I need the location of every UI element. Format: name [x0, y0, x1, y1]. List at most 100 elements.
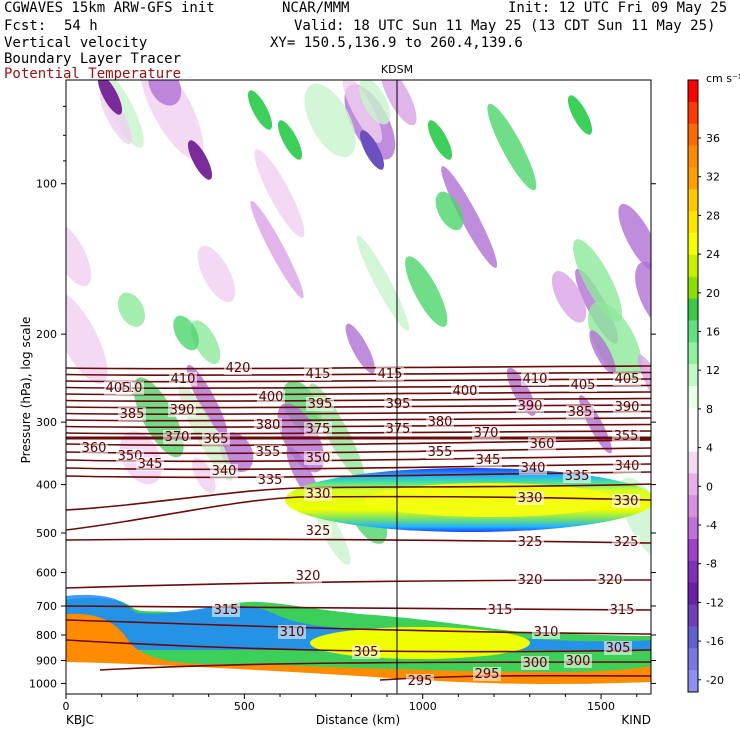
velocity-cell: [356, 235, 410, 331]
theta-label: 385: [120, 407, 145, 422]
colorbar-swatch: [688, 560, 698, 584]
theta-contour: [66, 579, 651, 589]
colorbar-swatch: [688, 539, 698, 562]
colorbar-label: 8: [706, 403, 713, 416]
theta-label-bg: [521, 656, 549, 670]
velocity-core: [567, 95, 593, 135]
theta-label-bg: [563, 469, 591, 483]
theta-label: 395: [308, 397, 333, 412]
theta-label-bg: [168, 403, 196, 417]
theta-label-bg: [569, 378, 597, 392]
velocity-core: [247, 90, 273, 130]
velocity-cell: [250, 200, 304, 299]
colorbar-swatch: [688, 626, 698, 649]
theta-label-bg: [613, 459, 641, 473]
theta-label: 390: [518, 399, 543, 414]
model-title: CGWAVES 15km ARW-GFS init: [4, 0, 215, 16]
theta-label: 415: [306, 367, 331, 382]
velocity-cell: [635, 261, 651, 338]
plot-frame: [65, 79, 652, 695]
velocity-cell: [117, 292, 145, 327]
colorbar-swatch: [688, 189, 698, 212]
theta-label-bg: [210, 464, 238, 478]
theta-label-bg: [104, 381, 132, 395]
velocity-cell: [66, 291, 108, 384]
colorbar-swatch: [688, 342, 698, 365]
colorbar-swatch: [688, 364, 698, 387]
colorbar-swatch: [688, 517, 698, 540]
theta-label-bg: [612, 494, 640, 508]
theta-label: 390: [170, 403, 195, 418]
velocity-cell: [587, 301, 642, 381]
forecast-hour: 54 h: [64, 18, 98, 34]
theta-label-bg: [564, 654, 592, 668]
colorbar-label: 20: [706, 287, 720, 300]
theta-contour: [66, 447, 651, 455]
velocity-cell: [380, 80, 417, 126]
theta-label: 420: [226, 361, 251, 376]
theta-label: 415: [378, 367, 403, 382]
theta-label-bg: [169, 372, 197, 386]
theta-label: 300: [566, 654, 591, 669]
theta-label: 410: [523, 372, 548, 387]
theta-label-bg: [257, 390, 285, 404]
colorbar-swatch: [688, 167, 698, 190]
colorbar-label: 0: [706, 480, 713, 493]
velocity-cell: [192, 457, 216, 494]
theta-label-bg: [212, 603, 240, 617]
theta-label-bg: [426, 445, 454, 459]
y-axis-title: Pressure (hPa), log scale: [19, 317, 33, 464]
theta-label-bg: [474, 453, 502, 467]
forecast-label: Fcst:: [4, 18, 47, 34]
colorbar-swatch: [688, 648, 698, 671]
velocity-cell: [342, 80, 383, 143]
x-tick-label: 1500: [587, 700, 615, 713]
theta-label: 355: [428, 445, 453, 460]
colorbar-unit: cm s⁻¹: [706, 72, 740, 85]
cross-section-endpoints: XY= 150.5,136.9 to 260.4,139.6: [270, 35, 523, 51]
velocity-cell: [254, 149, 305, 238]
theta-label: 365: [204, 432, 229, 447]
field-potential-temperature: Potential Temperature: [4, 66, 182, 82]
theta-label-bg: [256, 473, 284, 487]
theta-label: 345: [476, 453, 501, 468]
theta-contour: [99, 661, 651, 671]
theta-label-bg: [473, 667, 501, 681]
velocity-cell: [66, 221, 92, 287]
colorbar-swatch: [688, 145, 698, 168]
theta-label: 325: [518, 535, 543, 550]
theta-label: 305: [606, 641, 631, 656]
theta-label-bg: [306, 397, 334, 411]
theta-label-bg: [384, 397, 412, 411]
colorbar-swatch: [688, 123, 698, 147]
theta-label-bg: [254, 445, 282, 459]
colorbar-swatch: [688, 670, 698, 693]
theta-label: 300: [523, 656, 548, 671]
theta-label: 370: [165, 430, 190, 445]
theta-label: 340: [615, 459, 640, 474]
x-tick-label: 0: [63, 700, 70, 713]
institution-label: NCAR/MMM: [282, 0, 350, 16]
theta-label: 325: [306, 524, 331, 539]
theta-label: 335: [565, 469, 590, 484]
colorbar-label: 16: [706, 326, 720, 339]
theta-label-bg: [612, 535, 640, 549]
theta-label-bg: [528, 437, 556, 451]
theta-label: 350: [306, 451, 331, 466]
y-tick-label: 500: [36, 527, 57, 540]
theta-label: 320: [518, 573, 543, 588]
velocity-cell: [190, 320, 221, 365]
velocity-cell: [405, 256, 448, 327]
theta-label-bg: [521, 372, 549, 386]
theta-label-bg: [516, 573, 544, 587]
x-axis-start-station: KBJC: [66, 713, 94, 727]
field-vertical-velocity: Vertical velocity: [4, 35, 148, 51]
theta-label-bg: [304, 367, 332, 381]
velocity-cell: [551, 270, 587, 323]
velocity-core: [277, 120, 303, 160]
valid-time: Valid: 18 UTC Sun 11 May 25 (13 CDT Sun …: [294, 18, 716, 34]
colorbar-swatch: [688, 495, 698, 518]
theta-label: 405: [571, 378, 596, 393]
y-tick-label: 100: [36, 178, 57, 191]
